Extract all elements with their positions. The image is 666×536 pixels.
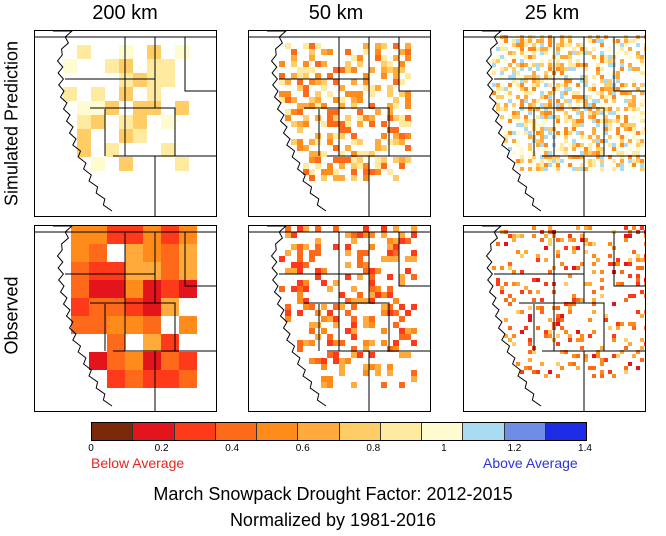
- row-title-simulated: Simulated Prediction: [1, 40, 22, 207]
- colorbar-tick-label: 0.8: [366, 443, 381, 454]
- map-panel-sim-25km: [463, 30, 646, 217]
- row-title-observed: Observed: [1, 276, 22, 355]
- column-title-25km: 25 km: [524, 2, 580, 24]
- map-panel-obs-50km: [248, 225, 431, 412]
- colorbar-swatch: [215, 423, 257, 440]
- map-panel-obs-200km: [34, 225, 217, 412]
- above-average-label: Above Average: [483, 455, 578, 471]
- colorbar-tick-label: 0.4: [225, 443, 240, 454]
- colorbar-swatch: [257, 423, 299, 440]
- below-average-label: Below Average: [91, 455, 185, 471]
- colorbar-tick-label: 0.2: [154, 443, 169, 454]
- column-title-50km: 50 km: [308, 2, 364, 24]
- caption-line2: Normalized by 1981-2016: [229, 510, 437, 530]
- map-panel-sim-200km: [34, 30, 217, 217]
- colorbar: [91, 422, 587, 441]
- map-obs-200km: [35, 226, 216, 411]
- map-sim-25km: [464, 31, 645, 216]
- colorbar-tick-label: 1.4: [578, 443, 592, 454]
- map-panel-sim-50km: [248, 30, 431, 217]
- colorbar-swatch: [545, 423, 586, 440]
- colorbar-swatch: [298, 423, 340, 440]
- colorbar-swatch: [380, 423, 422, 440]
- column-title-200km: 200 km: [92, 2, 158, 24]
- colorbar-swatch: [92, 423, 134, 440]
- colorbar-swatch: [463, 423, 505, 440]
- colorbar-tick-label: 0: [88, 443, 94, 454]
- map-sim-200km: [35, 31, 216, 216]
- colorbar-swatch: [422, 423, 464, 440]
- colorbar-swatch: [174, 423, 216, 440]
- colorbar-tick-label: 1.2: [507, 443, 522, 454]
- colorbar-swatch: [504, 423, 546, 440]
- map-panel-obs-25km: [463, 225, 646, 412]
- map-obs-50km: [249, 226, 430, 411]
- map-sim-50km: [249, 31, 430, 216]
- colorbar-tick-label: 0.6: [295, 443, 310, 454]
- map-obs-25km: [464, 226, 645, 411]
- caption-line1: March Snowpack Drought Factor: 2012-2015: [153, 484, 513, 504]
- colorbar-swatch: [339, 423, 381, 440]
- colorbar-swatch: [133, 423, 175, 440]
- colorbar-tick-label: 1: [441, 443, 447, 454]
